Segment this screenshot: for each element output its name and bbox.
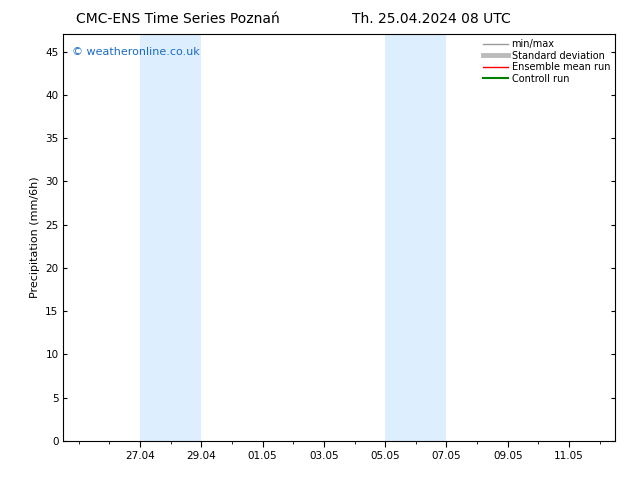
Legend: min/max, Standard deviation, Ensemble mean run, Controll run: min/max, Standard deviation, Ensemble me… [481, 37, 612, 85]
Text: Th. 25.04.2024 08 UTC: Th. 25.04.2024 08 UTC [352, 12, 510, 26]
Text: © weatheronline.co.uk: © weatheronline.co.uk [72, 47, 200, 56]
Y-axis label: Precipitation (mm/6h): Precipitation (mm/6h) [30, 177, 40, 298]
Text: CMC-ENS Time Series Poznań: CMC-ENS Time Series Poznań [75, 12, 280, 26]
Bar [385, 34, 446, 441]
Bar [140, 34, 202, 441]
